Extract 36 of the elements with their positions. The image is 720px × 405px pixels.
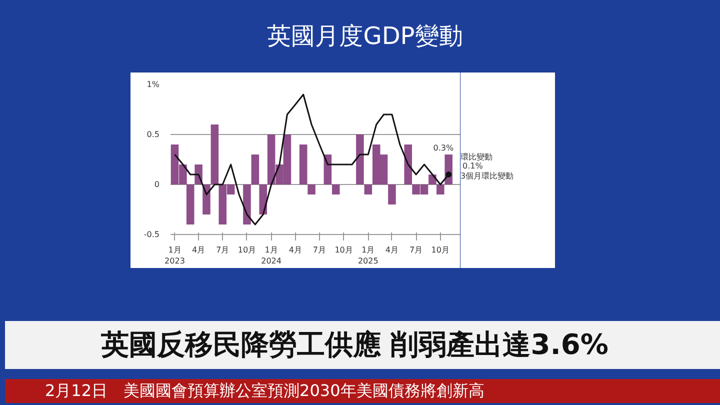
y-tick-label: 1%	[146, 80, 160, 89]
y-tick-label: 0	[154, 180, 160, 189]
chart-title: 英國月度GDP變動	[267, 21, 463, 52]
bar	[404, 144, 412, 184]
bar	[259, 184, 267, 214]
bar	[210, 124, 219, 184]
text: 2月12日 美國國會預算辦公室預測2030年美國債務將創新高	[45, 381, 484, 400]
bar	[202, 184, 210, 214]
y-tick-label: -0.5	[144, 230, 160, 239]
x-tick-label: 7月	[410, 246, 423, 254]
bar	[364, 184, 372, 194]
x-tick-label: 10月	[334, 246, 353, 254]
data-label: 0.1%	[462, 162, 484, 170]
series-label: 3個月環比變動	[460, 172, 514, 180]
x-tick-label: 4月	[192, 246, 206, 254]
series-label: 環比變動	[460, 152, 492, 162]
text: 英國反移民降勞工供應 削弱產出達3.6%	[101, 327, 608, 363]
bar	[388, 184, 396, 204]
bar	[356, 134, 364, 184]
data-label: 0.3%	[433, 144, 454, 152]
bar	[299, 144, 308, 184]
x-tick-label: 4月	[385, 246, 399, 254]
bar	[332, 184, 340, 194]
x-tick-label: 4月	[288, 246, 302, 254]
x-tick-label: 1月 2025	[358, 246, 378, 266]
x-tick-label: 1月 2023	[164, 246, 185, 266]
bar	[251, 154, 260, 184]
bar	[436, 184, 444, 194]
x-tick-label: 7月	[312, 246, 326, 254]
y-tick-label: 0.5	[146, 130, 160, 139]
x-tick-label: 10月	[431, 246, 450, 254]
x-tick-label: 10月	[238, 246, 256, 254]
bar	[308, 184, 316, 194]
bar	[243, 184, 251, 224]
x-tick-label: 1月 2024	[261, 246, 282, 266]
x-tick-label: 7月	[216, 246, 230, 254]
